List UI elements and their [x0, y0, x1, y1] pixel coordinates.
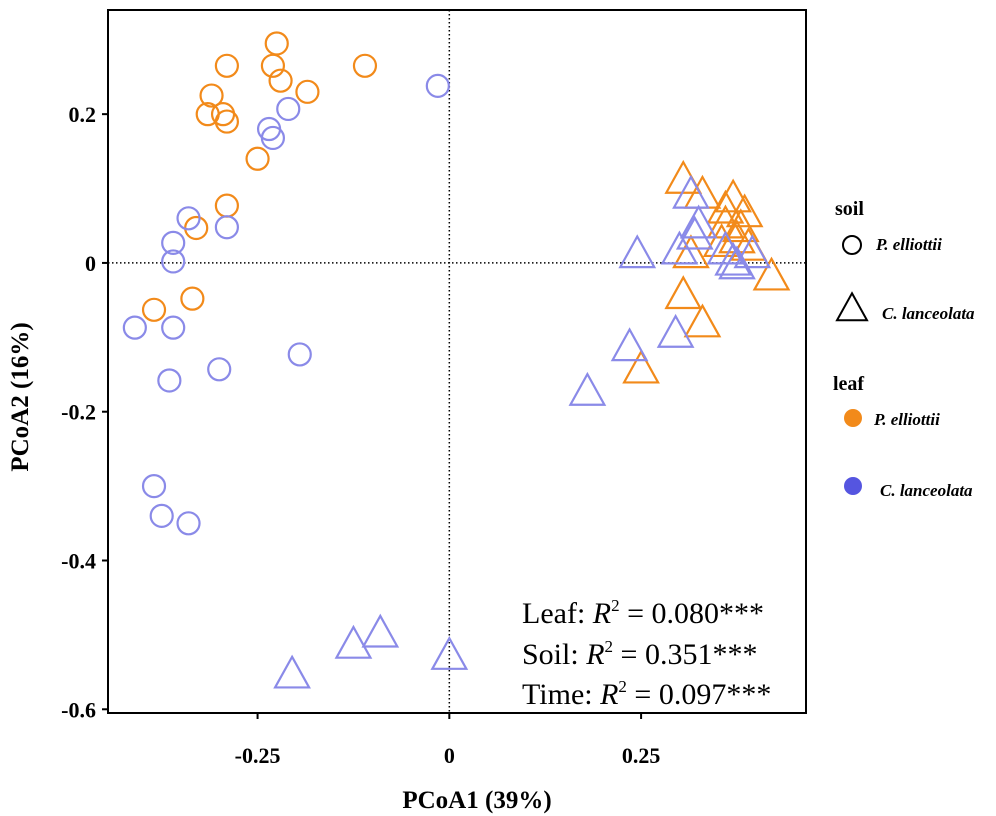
data-point-circle — [176, 511, 201, 536]
data-point-triangle — [725, 193, 764, 228]
data-point-circle — [425, 73, 450, 98]
stat-value: = 0.351*** — [613, 638, 757, 671]
stat-prefix: Soil: — [522, 638, 586, 671]
data-point-circle — [199, 83, 224, 108]
legend: soil P. elliottii C. lanceolata leaf P. elli… — [833, 198, 975, 500]
data-point-circle — [176, 206, 201, 231]
data-point-circle — [122, 315, 147, 340]
data-point-triangle — [679, 204, 718, 239]
data-point-circle — [214, 193, 239, 218]
data-point-circle — [141, 297, 167, 322]
stat-annotations: Leaf: R2 = 0.080***Soil: R2 = 0.351***Ti… — [522, 596, 771, 711]
data-point-triangle — [752, 256, 791, 291]
data-point-triangle — [430, 635, 469, 670]
data-point-circle — [180, 286, 205, 311]
legend-leaf-label: C. lanceolata — [880, 481, 973, 500]
legend-filled-circle-icon — [844, 477, 862, 495]
data-point-triangle — [568, 371, 607, 406]
x-axis-title: PCoA1 (39%) — [402, 787, 551, 814]
x-tick-label: -0.25 — [235, 743, 281, 768]
data-point-circle — [184, 215, 209, 241]
data-point-circle — [141, 474, 167, 499]
legend-soil-title: soil — [835, 198, 864, 220]
data-point-triangle — [610, 327, 649, 362]
plot-frame — [107, 9, 807, 714]
data-point-circle — [260, 125, 286, 151]
data-point-triangle — [334, 624, 373, 659]
y-tick-label: -0.6 — [61, 697, 96, 722]
data-point-triangle — [706, 189, 745, 224]
stat-superscript: 2 — [611, 596, 620, 615]
x-tick-label: 0 — [444, 743, 455, 768]
y-tick-label: -0.4 — [61, 548, 96, 573]
stat-annotation: Soil: R2 = 0.351*** — [522, 637, 757, 671]
data-point-circle — [264, 31, 289, 56]
legend-filled-circle-icon — [844, 409, 862, 427]
data-point-triangle — [660, 230, 699, 265]
stat-superscript: 2 — [605, 637, 614, 656]
data-point-triangle — [361, 613, 400, 648]
data-point-triangle — [714, 241, 753, 276]
legend-soil-label: C. lanceolata — [882, 304, 975, 323]
data-point-triangle — [656, 313, 695, 348]
data-point-triangle — [672, 174, 710, 209]
data-point-circle — [157, 368, 182, 393]
axes: -0.25 0 0.25 0.2 0 -0.2 -0.4 -0.6 — [61, 102, 660, 768]
stat-annotation: Time: R2 = 0.097*** — [522, 677, 771, 711]
stat-variable: R — [585, 638, 604, 671]
data-point-circle — [287, 342, 312, 367]
stat-superscript: 2 — [618, 677, 627, 696]
data-point-triangle — [273, 654, 311, 689]
data-point-triangle — [618, 234, 657, 269]
data-point-circle — [214, 109, 239, 134]
data-point-circle — [207, 357, 232, 382]
stat-annotation: Leaf: R2 = 0.080*** — [522, 596, 764, 630]
legend-soil-label: P. elliottii — [875, 235, 942, 254]
data-point-circle — [295, 79, 320, 104]
data-point-circle — [161, 230, 186, 255]
data-point-circle — [149, 503, 174, 528]
data-point-triangle — [733, 234, 772, 269]
data-point-triangle — [664, 275, 703, 310]
data-point-triangle — [672, 234, 710, 269]
y-tick-label: -0.2 — [61, 400, 96, 425]
data-point-triangle — [622, 349, 660, 384]
x-tick-label: 0.25 — [622, 743, 661, 768]
legend-leaf-title: leaf — [833, 373, 864, 395]
data-point-circle — [214, 53, 239, 78]
data-point-circle — [245, 146, 270, 171]
y-axis-title: PCoA2 (16%) — [7, 322, 34, 471]
data-point-circle — [161, 315, 186, 340]
data-point-circle — [260, 53, 286, 78]
data-point-circle — [352, 53, 378, 78]
data-point-triangle — [714, 178, 753, 213]
stat-variable: R — [592, 597, 611, 630]
data-point-triangle — [706, 230, 745, 265]
legend-triangle-icon — [835, 291, 869, 322]
stat-value: = 0.097*** — [627, 678, 771, 711]
data-points — [122, 31, 791, 689]
data-point-circle — [161, 249, 186, 274]
data-point-circle — [214, 215, 239, 240]
data-point-triangle — [683, 303, 722, 338]
y-tick-label: 0.2 — [69, 102, 97, 127]
data-point-circle — [268, 68, 293, 93]
stat-prefix: Leaf: — [522, 597, 593, 630]
stat-prefix: Time: — [522, 678, 600, 711]
stat-variable: R — [599, 678, 618, 711]
legend-circle-icon — [842, 235, 862, 255]
legend-leaf-label: P. elliottii — [873, 410, 940, 429]
data-point-circle — [276, 96, 301, 122]
data-point-triangle — [718, 245, 756, 280]
y-tick-label: 0 — [85, 251, 96, 276]
reference-lines — [108, 10, 806, 713]
data-point-triangle — [675, 215, 714, 250]
stat-value: = 0.080*** — [620, 597, 764, 630]
